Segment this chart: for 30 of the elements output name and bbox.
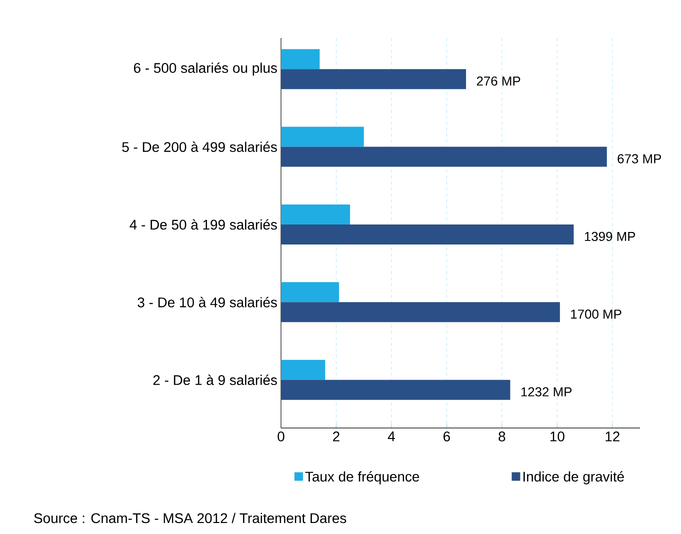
bar — [281, 126, 364, 147]
x-tick-label: 8 — [498, 432, 506, 442]
bar — [281, 146, 607, 167]
bar — [281, 224, 574, 244]
y-tick-label: 6 - 500 salariés ou plus — [134, 62, 277, 76]
source-note: Source : Cnam-TS - MSA 2012 / Traitement Dares — [34, 512, 346, 524]
y-tick-label: 4 - De 50 à 199 salariés — [130, 219, 277, 230]
legend-label: Taux de fréquence — [305, 471, 420, 484]
bar — [281, 282, 339, 302]
y-tick-label: 5 - De 200 à 499 salariés — [122, 142, 277, 152]
bar — [281, 380, 510, 400]
y-tick-label: 3 - De 10 à 49 salariés — [138, 296, 277, 308]
annotation: 673 MP — [618, 154, 661, 164]
x-tick-label: 4 — [388, 432, 395, 442]
annotation: 1399 MP — [584, 232, 636, 242]
x-tick-label: 2 — [333, 432, 340, 442]
annotation: 1232 MP — [521, 387, 572, 396]
bar — [281, 360, 326, 380]
bar — [281, 69, 466, 90]
x-tick-label: 10 — [550, 432, 564, 442]
bar — [281, 204, 350, 224]
annotation: 276 MP — [476, 76, 520, 86]
x-tick-label: 6 — [444, 432, 450, 442]
legend-label: Indice de gravité — [523, 471, 624, 484]
x-tick-label: 12 — [606, 432, 620, 442]
bar — [281, 302, 560, 322]
y-tick-label: 2 - De 1 à 9 salariés — [153, 374, 277, 386]
x-tick-label: 0 — [278, 432, 284, 442]
bar — [281, 49, 320, 70]
annotation: 1700 MP — [571, 310, 622, 319]
